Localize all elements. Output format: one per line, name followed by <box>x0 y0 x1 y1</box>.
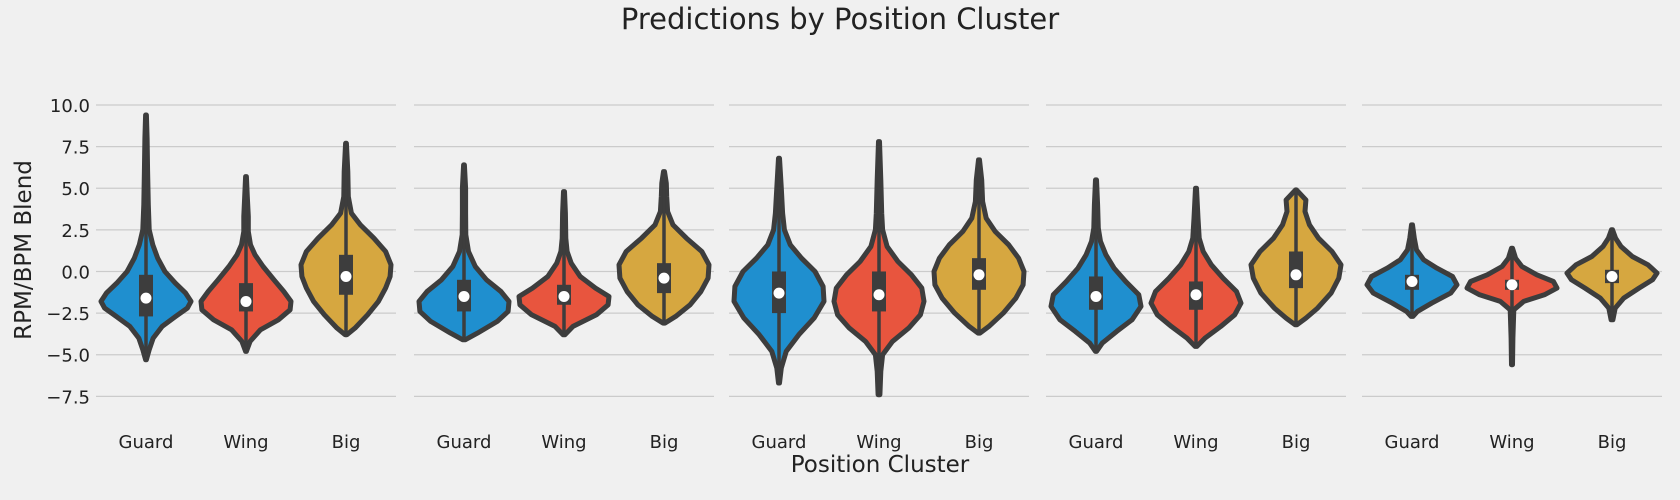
x-tick-label: Wing <box>1489 432 1534 453</box>
median-marker <box>1190 289 1202 301</box>
y-tick-label: −2.5 <box>46 304 90 325</box>
x-tick-label: Wing <box>223 432 268 453</box>
x-tick-label: Guard <box>752 432 807 453</box>
median-marker <box>1506 279 1518 291</box>
chart-title: Predictions by Position Cluster <box>620 2 1060 36</box>
median-marker <box>558 290 570 302</box>
median-marker <box>873 289 885 301</box>
x-tick-label: Big <box>1282 432 1311 453</box>
y-tick-label: −5.0 <box>46 346 90 367</box>
x-tick-label: Wing <box>856 432 901 453</box>
median-marker <box>1606 270 1618 282</box>
y-tick-label: 7.5 <box>61 138 90 159</box>
median-marker <box>1090 290 1102 302</box>
x-axis-label: Position Cluster <box>790 452 970 478</box>
median-marker <box>140 292 152 304</box>
x-tick-label: Guard <box>1069 432 1124 453</box>
median-marker <box>658 272 670 284</box>
x-tick-label: Big <box>650 432 679 453</box>
y-tick-label: 0.0 <box>61 262 90 283</box>
x-tick-label: Big <box>965 432 994 453</box>
median-marker <box>240 295 252 307</box>
median-marker <box>458 290 470 302</box>
y-tick-label: 5.0 <box>61 179 90 200</box>
y-tick-label: 2.5 <box>61 221 90 242</box>
x-tick-label: Wing <box>541 432 586 453</box>
y-tick-label: −7.5 <box>46 387 90 408</box>
median-marker <box>340 270 352 282</box>
x-tick-label: Big <box>332 432 361 453</box>
x-tick-label: Guard <box>1385 432 1440 453</box>
y-tick-label: 10.0 <box>50 96 90 117</box>
median-marker <box>973 269 985 281</box>
median-marker <box>773 287 785 299</box>
x-tick-label: Guard <box>119 432 174 453</box>
median-marker <box>1406 275 1418 287</box>
x-tick-label: Wing <box>1173 432 1218 453</box>
median-marker <box>1290 269 1302 281</box>
x-tick-label: Big <box>1598 432 1627 453</box>
x-tick-label: Guard <box>437 432 492 453</box>
